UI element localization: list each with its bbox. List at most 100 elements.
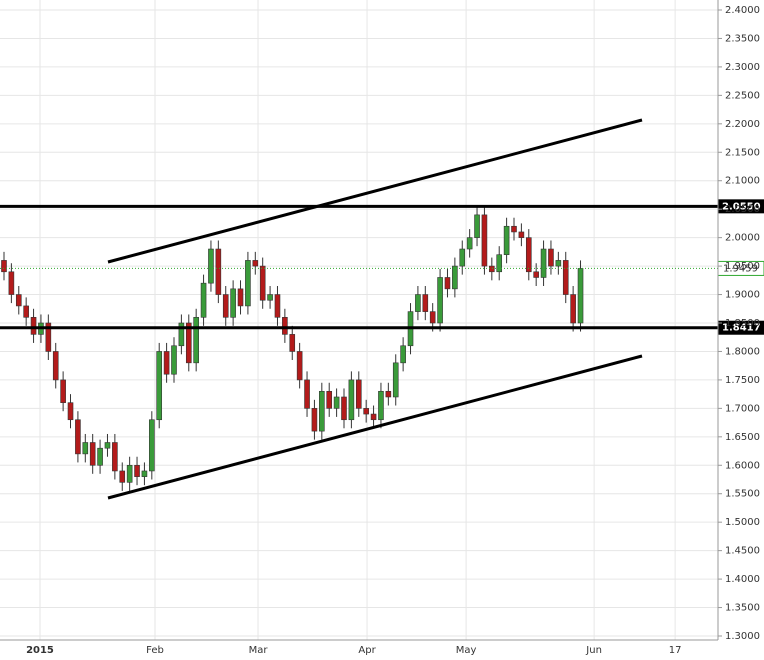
candle-body	[215, 248, 222, 295]
candle-body	[525, 237, 532, 273]
y-tick-label: 1.8500	[725, 318, 760, 329]
y-tick-label: 1.4000	[725, 574, 760, 585]
candle-body	[415, 294, 421, 312]
candle-body	[577, 268, 584, 324]
candle-body	[481, 214, 488, 267]
candle-body	[67, 402, 74, 421]
y-tick-label: 1.3000	[725, 631, 760, 642]
candle-body	[385, 390, 392, 398]
candle-body	[89, 442, 96, 466]
candle-body	[562, 260, 569, 295]
level-label-box	[718, 320, 764, 335]
y-tick-label: 2.1000	[725, 176, 760, 187]
candle-body	[141, 470, 148, 477]
level-label: 2.0550	[722, 201, 761, 212]
grid	[0, 0, 718, 640]
candle-body	[178, 322, 185, 347]
candle-body	[134, 464, 140, 477]
candle-body	[193, 317, 199, 364]
overlays: 2.0550 1.8417 1.9459	[0, 199, 764, 335]
candle-body	[8, 271, 15, 295]
candle-body	[370, 413, 377, 421]
candle-body	[126, 464, 133, 483]
candle-body	[496, 254, 503, 273]
y-tick-label: 1.8000	[725, 346, 760, 357]
candle-body	[555, 260, 562, 267]
y-tick-label: 2.1500	[725, 147, 760, 158]
candle-body	[311, 408, 318, 432]
candle-body	[75, 419, 81, 455]
candle-body	[104, 442, 111, 449]
candle-body	[252, 260, 259, 267]
last-price-label: 1.9459	[723, 263, 758, 274]
candle-body	[333, 396, 340, 409]
candle-body	[363, 408, 369, 415]
y-tick-label: 2.0500	[725, 204, 760, 215]
candle-body	[429, 311, 436, 324]
y-tick-label: 1.9500	[725, 261, 760, 272]
candle-body	[200, 282, 207, 318]
x-tick-label: Mar	[249, 645, 269, 656]
candle-body	[378, 390, 384, 421]
candle-body	[400, 345, 406, 364]
candle-body	[222, 294, 229, 318]
candle-body	[548, 248, 554, 267]
candle-body	[45, 322, 52, 352]
y-tick-label: 1.9000	[725, 290, 760, 301]
candle-body	[341, 396, 347, 421]
candle-body	[1, 260, 7, 273]
trend-line-lower	[107, 354, 643, 500]
candle-body	[444, 277, 451, 290]
candle-body	[23, 305, 29, 318]
candle-body	[348, 379, 355, 421]
candle-body	[208, 248, 214, 284]
candle-body	[422, 294, 429, 312]
candle-body	[466, 237, 473, 250]
candle-body	[503, 225, 510, 256]
y-tick-label: 2.4000	[725, 5, 760, 16]
candle-body	[452, 265, 458, 290]
candle-body	[82, 442, 89, 455]
candle-body	[474, 214, 480, 238]
candle-body	[259, 265, 266, 301]
candle-body	[518, 231, 525, 238]
y-tick-label: 1.3500	[725, 603, 760, 614]
candle-body	[355, 379, 362, 409]
y-tick-label: 2.2500	[725, 90, 760, 101]
candle-body	[282, 317, 288, 335]
y-tick-label: 1.4500	[725, 546, 760, 557]
level-label: 1.8417	[722, 323, 761, 334]
candle-body	[326, 390, 333, 409]
x-tick-label: Apr	[358, 645, 376, 656]
candle-body	[237, 288, 244, 307]
y-tick-label: 1.6500	[725, 432, 760, 443]
y-tick-label: 1.5000	[725, 517, 760, 528]
y-tick-label: 1.7000	[725, 403, 760, 414]
candle-body	[274, 294, 281, 318]
x-tick-label: May	[456, 645, 477, 656]
candle-body	[30, 317, 37, 335]
candle-body	[171, 345, 177, 375]
candle-body	[245, 260, 251, 307]
candle-body	[112, 442, 118, 472]
y-tick-label: 1.7500	[725, 375, 760, 386]
y-tick-label: 1.6000	[725, 460, 760, 471]
candle-body	[533, 271, 539, 278]
candle-body	[267, 294, 273, 301]
candle-body	[392, 362, 399, 398]
trend-line-upper	[107, 118, 643, 264]
y-tick-label: 2.0000	[725, 233, 760, 244]
candle-body	[97, 447, 103, 466]
x-tick-label: 17	[669, 645, 682, 656]
x-tick-label: Jun	[585, 645, 602, 656]
y-tick-label: 2.2000	[725, 119, 760, 130]
y-tick-label: 2.3000	[725, 62, 760, 73]
candle-body	[149, 419, 155, 472]
candle-body	[119, 470, 126, 483]
candle-body	[540, 248, 547, 278]
candle-body	[511, 225, 517, 233]
candle-body	[163, 351, 170, 375]
level-label-box	[718, 199, 764, 214]
candle-body	[319, 390, 325, 432]
candle-body	[156, 351, 163, 421]
